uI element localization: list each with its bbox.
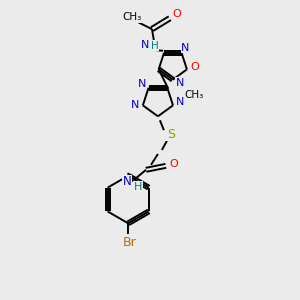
Text: N: N <box>137 79 146 89</box>
Text: Br: Br <box>122 236 136 249</box>
Text: S: S <box>167 128 175 141</box>
Text: N: N <box>141 40 149 50</box>
Text: N: N <box>176 78 184 88</box>
Text: CH₃: CH₃ <box>184 91 203 100</box>
Text: N: N <box>131 100 139 110</box>
Text: O: O <box>172 9 181 19</box>
Text: N: N <box>181 43 190 53</box>
Text: O: O <box>169 159 178 169</box>
Text: O: O <box>190 62 199 72</box>
Text: H: H <box>151 41 159 51</box>
Text: N: N <box>176 98 184 107</box>
Text: CH₃: CH₃ <box>122 12 142 22</box>
Text: N: N <box>123 175 132 188</box>
Text: H: H <box>134 182 142 192</box>
